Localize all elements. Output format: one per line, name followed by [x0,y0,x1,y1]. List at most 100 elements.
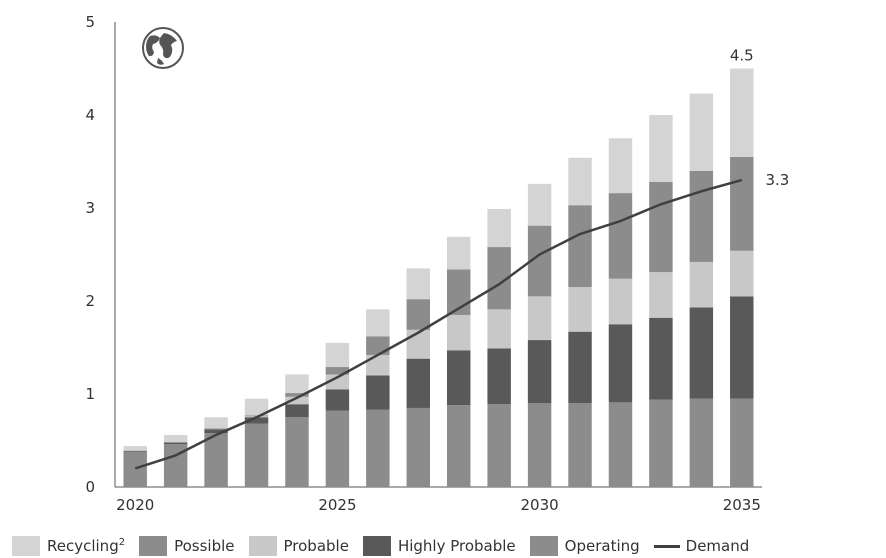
bar-segment-recycling [568,157,592,206]
bar-segment-probable [608,278,633,325]
legend-swatch [139,536,168,556]
bar-segment-recycling [366,309,390,337]
x-tick-label: 2030 [521,496,559,514]
bar-segment-operating [608,402,633,487]
bar-segment-highly-probable [204,429,228,434]
bar-segment-highly-probable [568,331,592,404]
legend-label: Demand [685,537,750,555]
bar-segment-recycling [285,374,309,394]
bar-segment-highly-probable [285,404,309,418]
demand-line [134,178,743,470]
x-tick-label: 2020 [116,496,154,514]
bar-segment-recycling [608,138,633,194]
bar-segment-possible [649,181,673,273]
y-tick-label: 4 [85,106,95,124]
legend-label: Recycling2 [47,537,126,555]
bar-segment-operating [285,417,309,487]
bar-segment-probable [285,396,309,405]
bar-segment-possible [527,225,552,297]
bar-segment-operating [366,409,390,487]
bar-segment-highly-probable [608,324,633,403]
legend-label: Possible [174,537,235,555]
bar-segment-possible [689,170,714,262]
legend: Recycling2 Possible Probable Highly Probabl… [12,534,763,558]
bar-segment-probable [649,272,673,318]
y-tick-label: 1 [85,385,95,403]
bar-segment-highly-probable [649,317,673,400]
legend-item: Operating [529,536,640,556]
bar-segment-recycling [487,208,511,248]
bar-segment-recycling [204,417,228,429]
bar-segment-highly-probable [244,417,269,424]
bar-segment-possible [366,336,390,355]
bar-segment-probable [487,309,511,349]
bar-segment-recycling [244,398,269,416]
bar-segment-probable [568,287,592,332]
bar-segment-operating [244,423,269,487]
bar-segment-recycling [649,115,673,182]
bar-segment-operating [406,407,431,487]
bar-segment-possible [568,205,592,288]
bar-segment-recycling [730,68,754,157]
bar-segment-operating [123,451,147,487]
bar-segment-probable [527,296,552,341]
legend-swatch [529,536,558,556]
bar-segment-operating [325,410,350,487]
data-labels: 4.5 3.3 [730,47,790,190]
y-tick-labels: 0 1 2 3 4 5 [85,13,95,496]
legend-swatch [12,536,40,556]
bar-segment-probable [325,374,350,390]
legend-superscript: 2 [118,537,126,548]
demand-series [134,178,743,470]
legend-item: Highly Probable [362,536,516,556]
bar-segment-operating [446,405,471,487]
bar-segment-highly-probable [730,296,754,399]
bar-segment-possible [244,415,269,417]
bar-segment-recycling [325,342,350,368]
bar-segment-recycling [123,446,147,451]
bar-segment-recycling [689,93,714,171]
bar-segment-highly-probable [163,442,188,445]
y-tick-label: 5 [85,13,95,31]
legend-label: Probable [283,537,349,555]
y-tick-label: 0 [85,478,95,496]
x-tick-label: 2025 [318,496,356,514]
bar-segment-possible [325,367,350,375]
bar-segment-operating [527,403,552,487]
bar-segment-operating [487,404,511,487]
bar-segment-highly-probable [366,375,390,410]
globe-icon [142,27,184,69]
bar-segment-probable [366,354,390,376]
bar-segment-probable [689,261,714,308]
legend-item: Recycling2 [12,536,125,556]
bar-segment-operating [568,403,592,487]
bar-segment-operating [163,444,188,487]
bar-segment-highly-probable [527,340,552,404]
bar-segment-highly-probable [406,358,431,408]
bar-segment-recycling [406,268,431,300]
bar-segment-possible [285,393,309,397]
x-tick-label: 2035 [723,496,761,514]
bar-segment-possible [204,428,228,430]
stacked-bar-chart: 0 1 2 3 4 5 2020 2025 2030 2035 4.5 3.3 [85,13,790,514]
bar-segment-possible [406,299,431,330]
bars [123,68,754,487]
bar-segment-probable [730,250,754,297]
x-tick-labels: 2020 2025 2030 2035 [116,496,761,514]
bar-segment-possible [730,156,754,251]
bar-segment-operating [689,398,714,487]
bar-segment-highly-probable [487,348,511,405]
bar-segment-highly-probable [325,389,350,411]
bar-segment-highly-probable [123,450,147,452]
bar-segment-possible [487,247,511,310]
legend-line-marker [653,544,680,548]
bar-segment-recycling [527,183,552,226]
y-tick-label: 3 [85,199,95,217]
bar-segment-highly-probable [446,350,471,406]
data-label: 3.3 [766,171,790,189]
bar-segment-operating [730,398,754,487]
legend-label: Highly Probable [397,537,516,555]
bar-segment-recycling [446,236,471,270]
bar-segment-operating [204,433,228,487]
y-tick-label: 2 [85,292,95,310]
